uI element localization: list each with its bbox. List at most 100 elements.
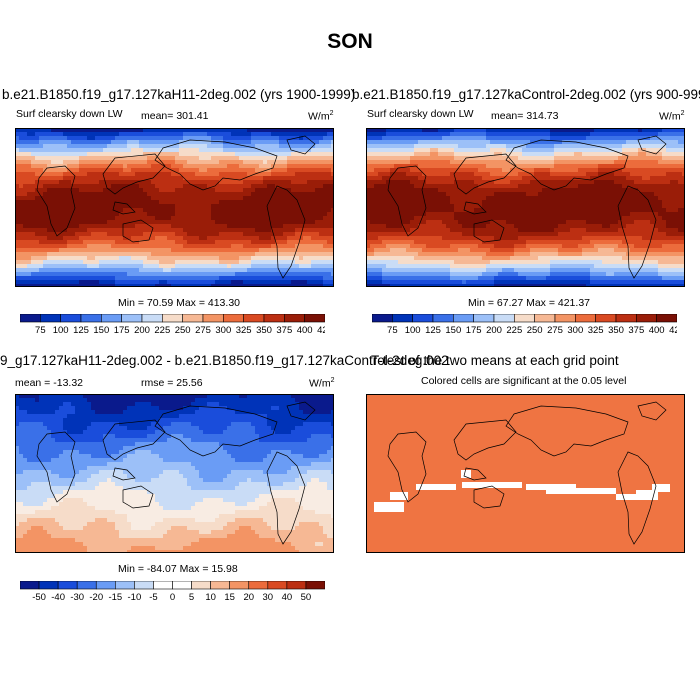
- colorbar-tick-label: 375: [276, 325, 292, 336]
- colorbar-tick-label: 175: [114, 325, 130, 336]
- colorbar-tick-label: 100: [405, 325, 421, 336]
- colorbar-tick-label: 150: [445, 325, 461, 336]
- colorbar-tick-label: 300: [215, 325, 231, 336]
- colorbar-tick-label: 150: [93, 325, 109, 336]
- panel4-title: T-test of the two means at each grid poi…: [371, 353, 619, 368]
- map-frame: [366, 394, 685, 553]
- colorbar-tick-label: -50: [32, 592, 46, 603]
- coastlines: [36, 135, 316, 279]
- panel1-mean-label: mean= 301.41: [141, 110, 209, 122]
- panel2-map: [366, 128, 685, 287]
- panel1-stats: Min = 70.59 Max = 413.30: [118, 297, 240, 309]
- colorbar-box: [141, 314, 163, 323]
- coastlines: [387, 401, 667, 545]
- coastline: [617, 451, 657, 545]
- colorbar-box: [432, 314, 454, 323]
- coastline: [36, 431, 76, 503]
- coastline: [286, 135, 316, 155]
- non-significant-cells: [416, 484, 456, 490]
- panel1-title: b.e21.B1850.f19_g17.127kaH11-2deg.002 (y…: [2, 87, 356, 102]
- non-significant-cells: [652, 484, 670, 492]
- colorbar-tick-label: 275: [195, 325, 211, 336]
- colorbar-box: [60, 314, 82, 323]
- colorbar-tick-label: 425: [317, 325, 325, 336]
- coastline: [102, 419, 166, 461]
- colorbar-box: [595, 314, 617, 323]
- colorbar-box: [305, 581, 325, 590]
- coastline: [637, 135, 667, 155]
- colorbar-box: [575, 314, 596, 323]
- non-significant-cells: [374, 502, 404, 512]
- colorbar-tick-label: 300: [567, 325, 583, 336]
- panel3-map: [15, 394, 334, 553]
- map-frame: [15, 394, 334, 553]
- coastline: [505, 139, 629, 191]
- colorbar-tick-label: -15: [108, 592, 122, 603]
- panel4-map: [366, 394, 685, 553]
- colorbar-tick-label: 20: [243, 592, 254, 603]
- colorbar-box: [656, 314, 677, 323]
- coastline: [387, 431, 427, 503]
- colorbar-box: [134, 581, 154, 590]
- colorbar-box: [392, 314, 413, 323]
- coastline: [112, 467, 136, 481]
- colorbar-tick-label: 75: [387, 325, 398, 336]
- coastline: [154, 139, 278, 191]
- coastline: [112, 201, 136, 215]
- colorbar-box: [412, 314, 434, 323]
- colorbar-box: [20, 581, 40, 590]
- colorbar-tick-label: 325: [588, 325, 604, 336]
- non-significant-cells: [576, 488, 616, 494]
- colorbar-box: [534, 314, 556, 323]
- colorbar-box: [76, 581, 97, 590]
- colorbar-box: [153, 581, 173, 590]
- coastline: [266, 451, 306, 545]
- coastline: [266, 185, 306, 279]
- colorbar-box: [80, 314, 102, 323]
- coastline: [453, 419, 517, 461]
- panel2-mean-label: mean= 314.73: [491, 110, 559, 122]
- colorbar-tick-label: 400: [649, 325, 665, 336]
- coastline: [453, 153, 517, 195]
- colorbar-box: [493, 314, 515, 323]
- colorbar-box: [57, 581, 78, 590]
- coastline: [154, 405, 278, 457]
- panel3-colorbar: -50 -40 -30 -20 -15 -10 -5 0 5 10 15 20 30 40 50: [20, 581, 325, 603]
- panel3-mean-label: mean = -13.32: [15, 377, 84, 389]
- coastlines: [36, 401, 316, 545]
- coastline: [473, 485, 505, 509]
- colorbar-tick-label: 15: [224, 592, 235, 603]
- colorbar-box: [20, 314, 41, 323]
- panel2-stats: Min = 67.27 Max = 421.37: [468, 297, 590, 309]
- colorbar-box: [284, 314, 305, 323]
- colorbar-tick-label: 125: [73, 325, 89, 336]
- colorbar-tick-label: 425: [669, 325, 677, 336]
- colorbar-box: [263, 314, 285, 323]
- colorbar-box: [554, 314, 576, 323]
- coastline: [473, 219, 505, 243]
- colorbar-tick-label: 350: [608, 325, 624, 336]
- colorbar-box: [636, 314, 657, 323]
- colorbar-tick-label: 350: [256, 325, 272, 336]
- colorbar-box: [101, 314, 122, 323]
- colorbar-box: [243, 314, 265, 323]
- coastline: [36, 165, 76, 237]
- panel2-title: b.e21.B1850.f19_g17.127kaControl-2deg.00…: [352, 87, 700, 102]
- colorbar-tick-label: 375: [628, 325, 644, 336]
- coastlines: [387, 135, 667, 279]
- map-field: [366, 128, 685, 287]
- non-significant-cells: [461, 470, 471, 478]
- colorbar-tick-label: -10: [128, 592, 142, 603]
- colorbar-tick-label: 250: [527, 325, 543, 336]
- colorbar-box: [514, 314, 535, 323]
- colorbar-tick-label: 30: [263, 592, 274, 603]
- colorbar-box: [162, 314, 183, 323]
- colorbar-tick-label: 200: [486, 325, 502, 336]
- coastline: [637, 401, 667, 421]
- colorbar-tick-label: 225: [154, 325, 170, 336]
- colorbar-box: [182, 314, 204, 323]
- figure-title: SON: [327, 30, 373, 53]
- colorbar-box: [202, 314, 224, 323]
- colorbar-tick-label: 100: [53, 325, 69, 336]
- colorbar-tick-label: 175: [466, 325, 482, 336]
